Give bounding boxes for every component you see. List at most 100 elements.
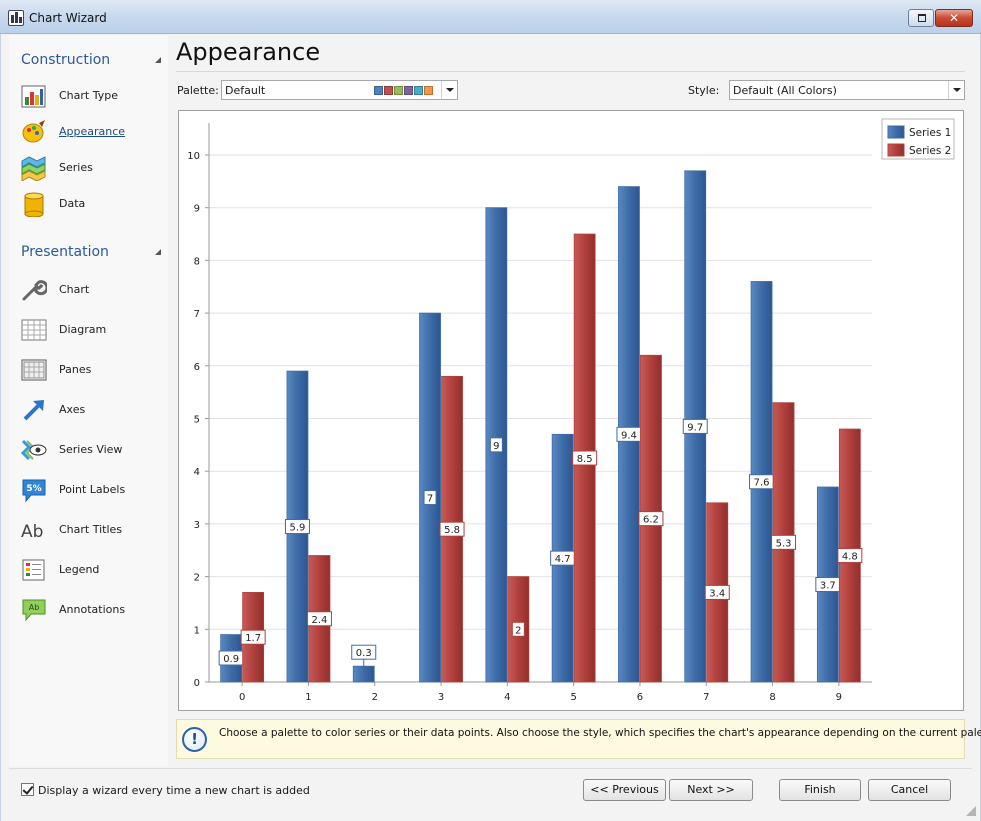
point-label: 3.7 <box>820 581 836 592</box>
y-tick-label: 1 <box>194 625 200 636</box>
close-button[interactable]: ✕ <box>935 9 973 27</box>
y-tick-label: 10 <box>187 151 200 162</box>
window-title: Chart Wizard <box>29 11 107 25</box>
x-tick-label: 7 <box>703 692 709 703</box>
y-tick-label: 8 <box>194 256 200 267</box>
legend-entry: Series 1 <box>909 127 951 139</box>
sidebar-item-series[interactable]: Series <box>21 153 161 183</box>
sidebar-item-annotations[interactable]: Ab Annotations <box>21 595 161 625</box>
y-tick-label: 9 <box>194 204 200 215</box>
sidebar-item-diagram[interactable]: Diagram <box>21 315 161 345</box>
next-button[interactable]: Next >> <box>669 779 753 801</box>
sidebar-item-label: Data <box>59 197 86 210</box>
x-tick-label: 2 <box>372 692 378 703</box>
series-icon <box>21 156 46 181</box>
y-tick-label: 2 <box>194 573 200 584</box>
x-tick-label: 9 <box>836 692 842 703</box>
sidebar-item-point-labels[interactable]: 5% Point Labels <box>21 475 161 505</box>
hint-panel: ! Choose a palette to color series or th… <box>176 719 981 759</box>
x-tick-label: 0 <box>239 692 245 703</box>
y-tick-label: 0 <box>194 678 200 689</box>
point-label: 7.6 <box>754 478 770 489</box>
show-wizard-checkbox-label[interactable]: Display a wizard every time a new chart … <box>38 784 310 797</box>
y-tick-label: 7 <box>194 309 200 320</box>
sidebar-item-panes[interactable]: Panes <box>21 355 161 385</box>
sidebar-item-label: Chart Type <box>59 89 118 102</box>
x-tick-label: 8 <box>769 692 775 703</box>
point-label: 5.9 <box>289 523 305 534</box>
point-label-box <box>704 584 730 600</box>
cancel-button[interactable]: Cancel <box>868 779 951 801</box>
point-label-box <box>771 534 797 550</box>
construction-section-title: Construction <box>21 52 111 68</box>
sidebar-item-label: Axes <box>59 403 86 416</box>
footer-divider <box>9 768 972 769</box>
previous-button[interactable]: << Previous <box>583 779 666 801</box>
palette-swatch <box>374 86 383 95</box>
sidebar-item-label: Diagram <box>59 323 107 336</box>
sidebar-item-axes[interactable]: Axes <box>21 395 161 425</box>
palette-swatch <box>424 86 433 95</box>
plot-area <box>209 123 872 682</box>
sidebar-item-label: Panes <box>59 363 92 376</box>
legend-entry: Series 2 <box>909 145 951 157</box>
point-label: 2.4 <box>311 615 327 626</box>
sidebar-item-label: Chart Titles <box>59 523 123 536</box>
sidebar-item-legend[interactable]: Legend <box>21 555 161 585</box>
panes-icon <box>21 359 47 381</box>
palette-dropdown[interactable]: Default <box>221 80 458 100</box>
point-label: 4.7 <box>555 554 571 565</box>
x-tick-label: 1 <box>305 692 311 703</box>
hint-text: Choose a palette to color series or thei… <box>219 727 981 739</box>
title-divider <box>176 71 965 72</box>
restore-button[interactable] <box>908 9 934 27</box>
point-label: 7 <box>427 494 433 505</box>
point-label: 0.9 <box>223 654 239 665</box>
chart-type-icon <box>21 85 46 108</box>
sidebar-item-chart-type[interactable]: Chart Type <box>21 81 161 111</box>
point-label-box <box>423 490 437 506</box>
sidebar-item-label: Series View <box>59 443 123 456</box>
axes-icon <box>23 400 44 421</box>
show-wizard-checkbox[interactable] <box>21 783 34 796</box>
legend-icon <box>22 559 45 581</box>
sidebar-item-appearance[interactable]: Appearance <box>21 117 161 147</box>
sidebar-item-data[interactable]: Data <box>21 189 161 219</box>
palette-swatch <box>394 86 403 95</box>
page-title: Appearance <box>176 38 321 66</box>
sidebar-item-label: Chart <box>59 283 90 296</box>
point-label: 5.3 <box>776 538 792 549</box>
point-labels-icon-text: 5% <box>26 484 41 494</box>
point-label: 3.4 <box>709 588 725 599</box>
presentation-collapse-icon[interactable] <box>155 249 161 255</box>
point-label: 5.8 <box>444 525 460 536</box>
series-view-icon <box>21 439 47 461</box>
close-icon: ✕ <box>948 11 960 25</box>
chart-titles-icon-text: Ab <box>21 522 43 542</box>
sidebar-item-series-view[interactable]: Series View <box>21 435 161 465</box>
point-label: 2 <box>515 625 521 636</box>
point-label-box <box>489 437 503 453</box>
chart-preview: 0 1 2 3 4 5 6 7 8 9 10 0 0.9 1.7 1 5.9 2.4 2 0.3 3 7 5.8 4 9 2 5 4… <box>178 110 964 711</box>
style-dropdown[interactable]: Default (All Colors) <box>729 80 965 100</box>
chart-canvas: 0 1 2 3 4 5 6 7 8 9 10 0 0.9 1.7 1 5.9 2.4 2 0.3 3 7 5.8 4 9 2 5 4… <box>187 118 955 703</box>
info-icon: ! <box>182 727 207 752</box>
presentation-section-title: Presentation <box>21 244 109 260</box>
legend-swatch <box>887 143 905 157</box>
construction-collapse-icon[interactable] <box>155 57 161 63</box>
x-tick-label: 6 <box>637 692 643 703</box>
annotations-icon: Ab <box>22 599 46 622</box>
point-label: 0.3 <box>356 648 372 659</box>
sidebar-item-chart-titles[interactable]: Ab Chart Titles <box>21 515 161 545</box>
chevron-down-icon[interactable] <box>948 81 964 99</box>
resize-grip[interactable] <box>966 806 976 816</box>
finish-button[interactable]: Finish <box>779 779 861 801</box>
annotations-icon-text: Ab <box>29 603 40 612</box>
bar-series-1 <box>352 665 375 683</box>
chevron-down-icon[interactable] <box>441 81 457 99</box>
point-label: 9.4 <box>621 430 637 441</box>
sidebar-item-chart[interactable]: Chart <box>21 275 161 305</box>
appearance-icon <box>22 120 45 143</box>
point-label: 6.2 <box>643 515 659 526</box>
point-label-box <box>511 621 525 637</box>
